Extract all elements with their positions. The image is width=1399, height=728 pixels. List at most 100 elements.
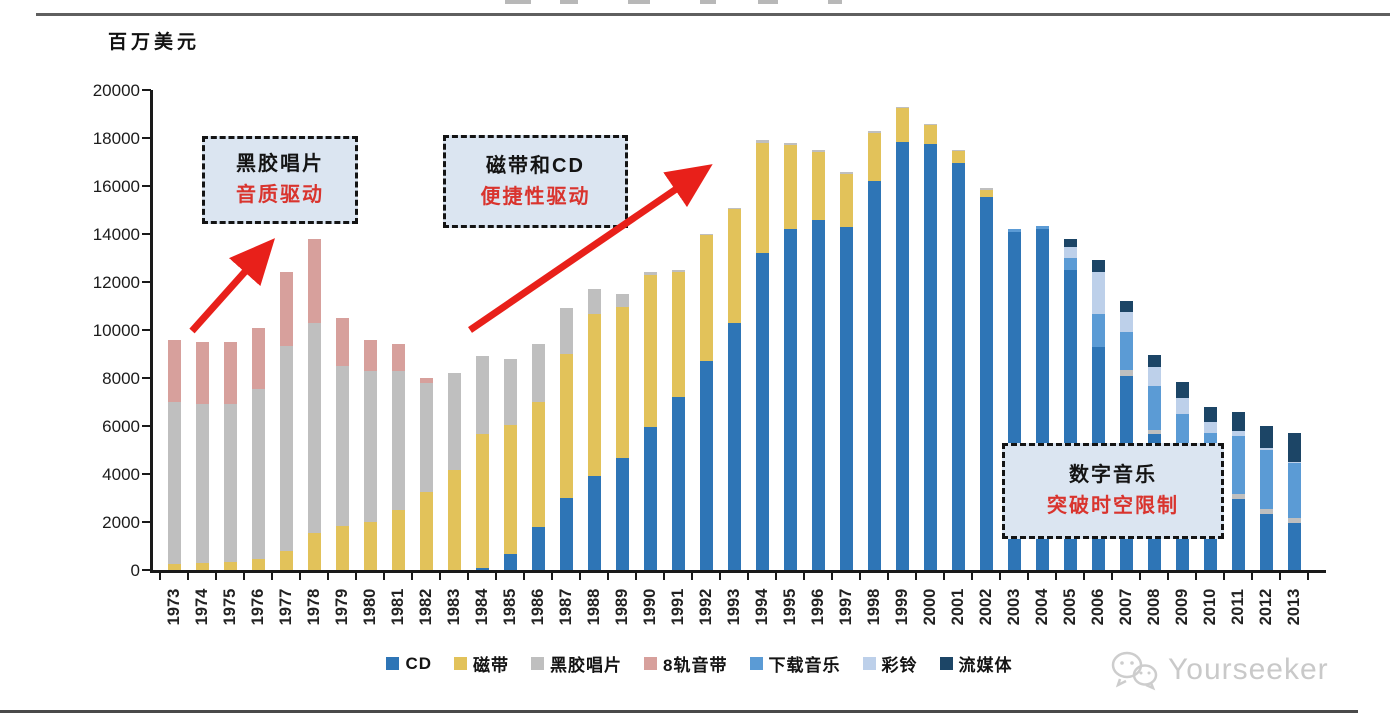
bar-2000-cassette xyxy=(923,124,937,144)
bar-2006-streaming xyxy=(1091,260,1105,273)
bar-2005-download xyxy=(1063,258,1077,270)
y-axis-label: 18000 xyxy=(92,129,140,148)
y-axis-tick xyxy=(142,377,151,379)
bar-1975-vinyl xyxy=(223,404,237,562)
bar-2004-download xyxy=(1035,225,1049,230)
bar-1982-vinyl xyxy=(419,382,433,492)
bar-2011-cd xyxy=(1231,499,1245,570)
y-axis-label: 12000 xyxy=(92,273,140,292)
legend-swatch-eight_track xyxy=(644,657,658,670)
x-axis-tick xyxy=(999,573,1001,580)
bar-2000-vinyl xyxy=(923,123,937,125)
bar-1991-cd xyxy=(671,397,685,570)
legend-swatch-ringtone xyxy=(862,657,876,670)
bar-1981-vinyl xyxy=(391,370,405,510)
bar-1990-vinyl xyxy=(643,272,657,275)
bar-2013-cd xyxy=(1287,523,1301,570)
x-axis-tick xyxy=(271,573,273,580)
bar-1984-cassette xyxy=(475,434,489,568)
legend-label-vinyl: 黑胶唱片 xyxy=(550,656,623,675)
x-axis-tick xyxy=(299,573,301,580)
bar-2002-vinyl xyxy=(979,188,993,190)
bar-1993-cassette xyxy=(727,208,741,323)
callout-vinyl-era: 黑胶唱片 音质驱动 xyxy=(202,136,358,224)
callout-title: 黑胶唱片 xyxy=(236,153,324,175)
x-axis-tick xyxy=(1139,573,1141,580)
trend-arrow-vinyl xyxy=(189,238,275,334)
bar-1979-cassette xyxy=(335,525,349,570)
bar-1987-cd xyxy=(559,498,573,570)
legend-item-ringtone: 彩铃 xyxy=(862,651,918,676)
y-axis-label: 4000 xyxy=(102,465,140,484)
legend-item-eight_track: 8轨音带 xyxy=(644,651,727,676)
bar-2005-ringtone xyxy=(1063,247,1077,258)
x-axis-tick xyxy=(1111,573,1113,580)
bar-1976-vinyl xyxy=(251,388,265,560)
bar-1999-cd xyxy=(895,141,909,570)
legend-swatch-streaming xyxy=(939,657,953,670)
x-axis-tick xyxy=(355,573,357,580)
y-axis-tick xyxy=(142,281,151,283)
x-axis-tick xyxy=(803,573,805,580)
x-axis-line xyxy=(150,570,1326,573)
x-axis-tick xyxy=(467,573,469,580)
y-axis-label: 10000 xyxy=(92,321,140,340)
x-axis-tick xyxy=(243,573,245,580)
bar-1985-vinyl xyxy=(503,358,517,425)
x-axis-tick xyxy=(495,573,497,580)
bar-1999-cassette xyxy=(895,108,909,142)
cropped-title-remnant xyxy=(828,0,842,4)
bar-1992-cassette xyxy=(699,235,713,362)
y-axis-label: 16000 xyxy=(92,177,140,196)
x-axis-tick xyxy=(607,573,609,580)
bar-2011-vinyl xyxy=(1231,494,1245,500)
bar-2008-streaming xyxy=(1147,355,1161,368)
bar-2002-cd xyxy=(979,196,993,570)
x-axis-tick xyxy=(887,573,889,580)
bar-2011-ringtone xyxy=(1231,430,1245,436)
x-axis-tick xyxy=(915,573,917,580)
y-axis-tick xyxy=(142,185,151,187)
bar-1977-cassette xyxy=(279,550,293,570)
bar-1977-eight_track xyxy=(279,272,293,346)
bar-2008-ringtone xyxy=(1147,367,1161,387)
y-axis-tick xyxy=(142,521,151,523)
callout-digital-era: 数字音乐 突破时空限制 xyxy=(1002,443,1224,539)
bar-1988-cassette xyxy=(587,314,601,477)
cropped-title-remnant xyxy=(700,0,716,4)
bar-1981-cassette xyxy=(391,510,405,570)
x-axis-tick xyxy=(747,573,749,580)
bar-1978-cassette xyxy=(307,532,321,570)
x-axis-tick xyxy=(1307,573,1309,580)
bar-1986-cassette xyxy=(531,402,545,527)
y-axis-tick xyxy=(142,425,151,427)
bar-1988-vinyl xyxy=(587,289,601,315)
bar-1995-vinyl xyxy=(783,142,797,146)
x-axis-tick xyxy=(1251,573,1253,580)
y-axis-tick xyxy=(142,473,151,475)
bar-1996-vinyl xyxy=(811,150,825,153)
bar-1973-vinyl xyxy=(167,402,181,564)
bar-2012-ringtone xyxy=(1259,447,1273,450)
bar-1994-vinyl xyxy=(755,140,769,143)
bar-1996-cassette xyxy=(811,152,825,220)
bar-1979-eight_track xyxy=(335,318,349,366)
y-axis-label: 8000 xyxy=(102,369,140,388)
bar-1986-cd xyxy=(531,526,545,570)
bar-2010-ringtone xyxy=(1203,422,1217,434)
bar-2001-cd xyxy=(951,163,965,570)
bar-1974-vinyl xyxy=(195,404,209,563)
legend-swatch-cassette xyxy=(454,657,468,670)
x-axis-tick xyxy=(1027,573,1029,580)
bar-1980-vinyl xyxy=(363,370,377,522)
bar-1988-cd xyxy=(587,476,601,570)
legend-label-streaming: 流媒体 xyxy=(958,656,1013,675)
x-axis-tick xyxy=(551,573,553,580)
callout-title: 数字音乐 xyxy=(1069,464,1157,486)
bar-2007-download xyxy=(1119,332,1133,370)
bar-1987-cassette xyxy=(559,354,573,498)
legend-item-cassette: 磁带 xyxy=(454,651,509,676)
x-axis-tick xyxy=(943,573,945,580)
